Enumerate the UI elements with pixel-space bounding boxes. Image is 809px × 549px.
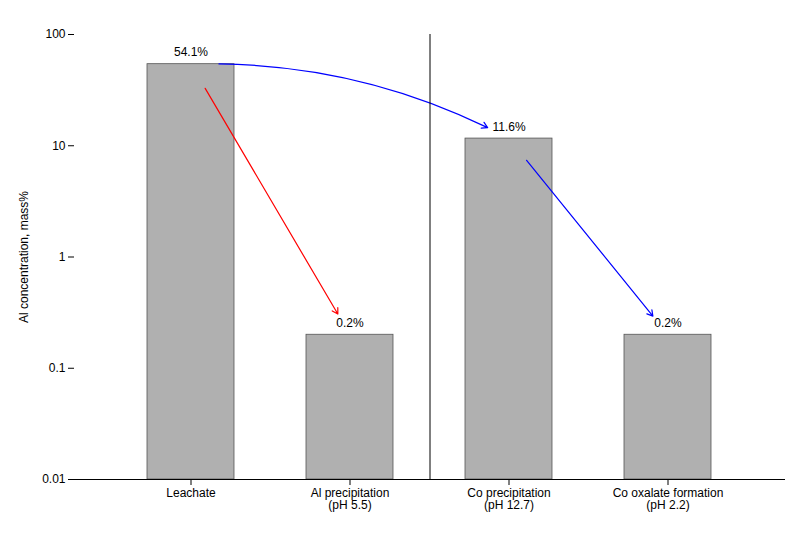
svg-text:Al precipitation(pH 5.5): Al precipitation(pH 5.5) [311,486,390,512]
svg-text:Al concentration, mass%: Al concentration, mass% [17,191,31,323]
svg-text:11.6%: 11.6% [492,120,525,134]
svg-text:1: 1 [59,250,66,264]
svg-text:Co precipitation(pH 12.7): Co precipitation(pH 12.7) [467,486,550,512]
svg-text:100: 100 [45,27,65,41]
svg-text:Co oxalate formation(pH 2.2): Co oxalate formation(pH 2.2) [613,486,724,512]
svg-text:0.2%: 0.2% [336,316,364,330]
svg-text:54.1%: 54.1% [174,45,208,59]
svg-text:0.1: 0.1 [49,361,66,375]
svg-text:Leachate: Leachate [166,486,216,500]
svg-text:10: 10 [52,139,66,153]
svg-text:0.01: 0.01 [42,472,66,486]
svg-text:0.2%: 0.2% [654,316,682,330]
